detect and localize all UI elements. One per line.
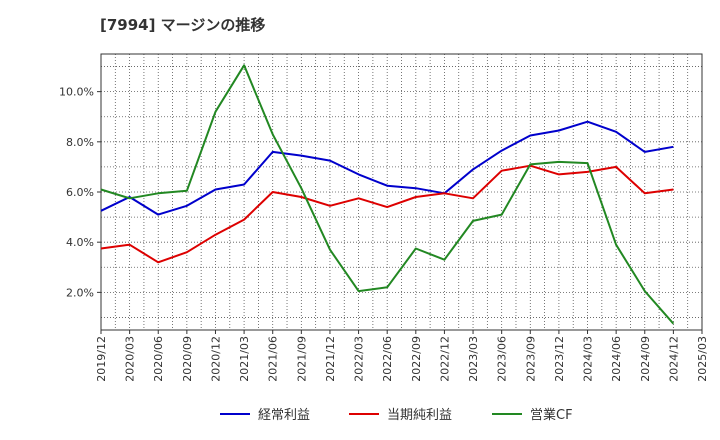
x-tick-label: 2023/09 [524, 336, 537, 382]
x-tick-label: 2020/09 [181, 336, 194, 382]
x-tick-label: 2021/09 [295, 336, 308, 382]
x-tick-label: 2020/12 [209, 336, 222, 382]
x-tick-label: 2024/09 [639, 336, 652, 382]
x-tick-label: 2022/03 [353, 336, 366, 382]
x-tick-label: 2022/06 [381, 336, 394, 382]
x-tick-label: 2023/03 [467, 336, 480, 382]
x-tick-label: 2020/03 [124, 336, 137, 382]
x-tick-label: 2025/03 [696, 336, 709, 382]
series-line-0 [100, 120, 674, 216]
y-tick-label: 2.0% [66, 286, 94, 299]
legend-label-0: 経常利益 [258, 408, 310, 423]
y-tick-label: 10.0% [59, 86, 94, 99]
legend-label-1: 当期純利益 [387, 408, 452, 423]
y-tick-label: 8.0% [66, 136, 94, 149]
x-tick-label: 2023/12 [553, 336, 566, 382]
series-line-1 [100, 164, 674, 264]
series-line-2 [100, 64, 675, 325]
x-tick-label: 2020/06 [152, 336, 165, 382]
x-tick-label: 2024/06 [610, 336, 623, 382]
chart-title: [7994] マージンの推移 [100, 16, 266, 34]
legend-label-2: 営業CF [530, 407, 573, 423]
x-tick-label: 2023/06 [496, 336, 509, 382]
x-tick-label: 2019/12 [95, 336, 108, 382]
x-tick-label: 2024/12 [667, 336, 680, 382]
x-tick-label: 2021/06 [267, 336, 280, 382]
x-tick-label: 2024/03 [582, 336, 595, 382]
x-tick-label: 2022/12 [438, 336, 451, 382]
y-tick-label: 6.0% [66, 186, 94, 199]
x-tick-label: 2021/12 [324, 336, 337, 382]
x-tick-label: 2022/09 [410, 336, 423, 382]
x-tick-label: 2021/03 [238, 336, 251, 382]
y-tick-label: 4.0% [66, 236, 94, 249]
